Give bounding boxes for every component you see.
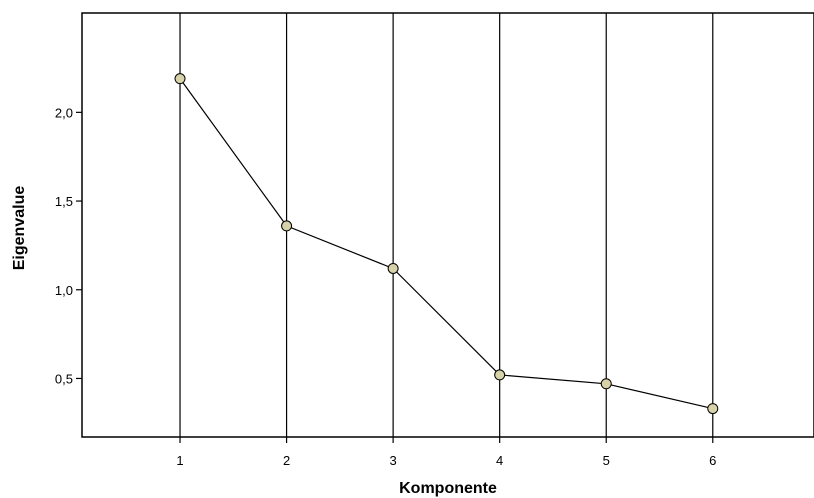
x-axis-ticks: 1 2 3 4 5 6 xyxy=(176,437,716,468)
y-tick-label-1: 0,5 xyxy=(55,371,73,386)
y-tick-label-3: 1,5 xyxy=(55,194,73,209)
eigenvalue-markers xyxy=(174,73,719,415)
data-point-4 xyxy=(494,369,506,381)
x-tick-label-5: 5 xyxy=(603,453,610,468)
y-tick-label-2: 1,0 xyxy=(55,283,73,298)
data-point-1 xyxy=(174,73,186,85)
plot-frame xyxy=(81,12,814,438)
x-tick-label-1: 1 xyxy=(176,453,183,468)
eigenvalue-line xyxy=(179,78,713,410)
y-tick-label-4: 2,0 xyxy=(55,105,73,120)
x-tick-label-4: 4 xyxy=(496,453,503,468)
vertical-gridlines xyxy=(179,13,714,437)
data-point-3 xyxy=(387,262,399,274)
data-point-5 xyxy=(600,378,612,390)
x-tick-label-2: 2 xyxy=(283,453,290,468)
data-point-6 xyxy=(707,403,719,415)
data-point-2 xyxy=(281,220,293,232)
y-axis-title: Eigenvalue xyxy=(11,186,28,271)
x-tick-label-6: 6 xyxy=(709,453,716,468)
x-axis-title: Komponente xyxy=(399,480,497,497)
y-axis-ticks: 0,5 1,0 1,5 2,0 xyxy=(55,105,82,386)
x-tick-label-3: 3 xyxy=(390,453,397,468)
